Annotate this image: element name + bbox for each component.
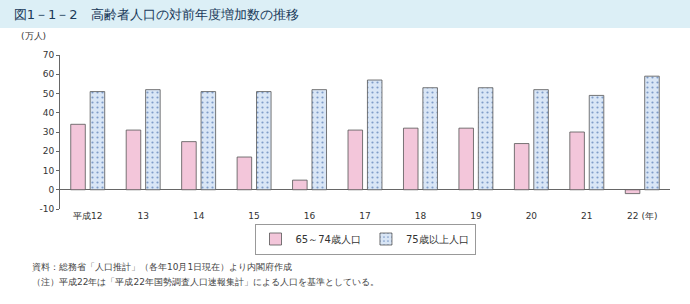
svg-text:75歳以上人口: 75歳以上人口 (406, 234, 469, 245)
svg-text:65～74歳人口: 65～74歳人口 (296, 234, 361, 245)
svg-text:50: 50 (43, 89, 55, 99)
svg-text:図1－1－2 高齢者人口の対前年度増加数の推移: 図1－1－2 高齢者人口の対前年度増加数の推移 (14, 7, 299, 22)
svg-text:70: 70 (43, 50, 55, 60)
svg-text:15: 15 (248, 211, 259, 221)
svg-text:21: 21 (581, 211, 592, 221)
svg-text:16: 16 (304, 211, 316, 221)
svg-text:17: 17 (359, 211, 370, 221)
svg-text:資料：総務省「人口推計」（各年10月1日現在）より内閣府作成: 資料：総務省「人口推計」（各年10月1日現在）より内閣府作成 (32, 262, 292, 272)
svg-text:-10: -10 (39, 204, 54, 214)
svg-text:30: 30 (43, 127, 55, 137)
svg-text:20: 20 (526, 211, 538, 221)
svg-text:10: 10 (43, 166, 55, 176)
svg-text:60: 60 (43, 69, 55, 79)
svg-text:13: 13 (137, 211, 148, 221)
svg-text:（注）平成22年は「平成22年国勢調査人口速報集計」による人: （注）平成22年は「平成22年国勢調査人口速報集計」による人口を基準としている。 (32, 277, 379, 287)
svg-text:20: 20 (43, 146, 55, 156)
svg-text:19: 19 (470, 211, 482, 221)
svg-text:0: 0 (48, 185, 54, 195)
svg-text:14: 14 (193, 211, 205, 221)
svg-text:22 (年): 22 (年) (627, 211, 657, 221)
svg-text:平成12: 平成12 (73, 211, 102, 221)
svg-text:(万人): (万人) (21, 31, 46, 41)
svg-text:40: 40 (43, 108, 55, 118)
svg-text:18: 18 (415, 211, 427, 221)
